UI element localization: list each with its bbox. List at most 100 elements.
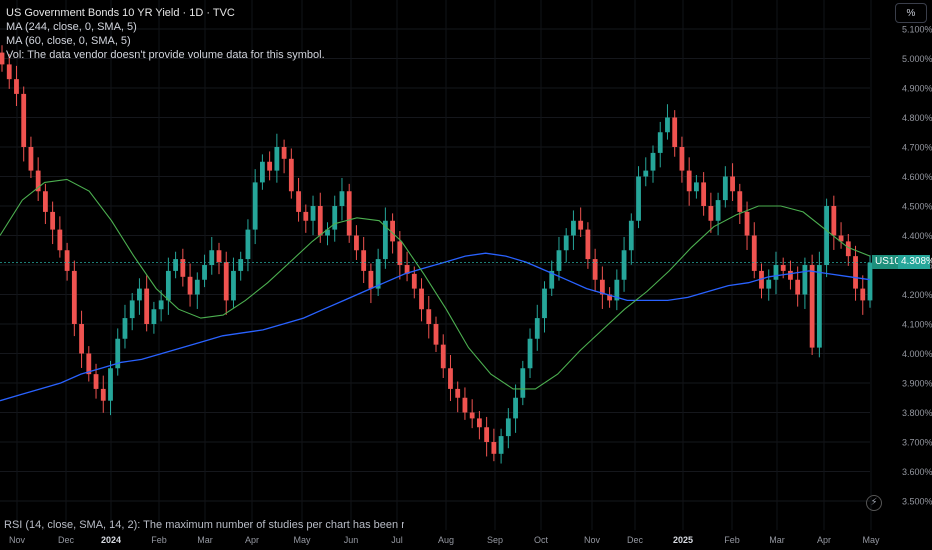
x-tick-label: Jul — [391, 535, 403, 545]
x-tick-label: Mar — [769, 535, 785, 545]
candle-body — [795, 279, 801, 295]
candle-body — [108, 368, 113, 401]
candle-body — [838, 235, 844, 242]
candle-body — [694, 182, 699, 192]
candle-body — [867, 262, 873, 301]
ma-60-line — [0, 178, 871, 390]
candle-body — [433, 324, 439, 345]
candle-body — [354, 235, 359, 251]
x-tick-label: Sep — [487, 535, 503, 545]
ma-60-legend[interactable]: MA (60, close, 0, SMA, 5) — [6, 35, 131, 47]
candle-body — [744, 211, 750, 236]
candle-body — [643, 170, 649, 177]
candle-body — [556, 250, 562, 271]
candle-body — [788, 270, 793, 280]
candle-body — [853, 256, 858, 289]
candle-body — [129, 300, 135, 319]
symbol-title[interactable]: US Government Bonds 10 YR Yield · 1D · T… — [6, 7, 235, 19]
candle-body — [6, 64, 12, 80]
x-tick-label: Nov — [584, 535, 601, 545]
candle-body — [64, 250, 70, 271]
candle-body — [79, 324, 84, 354]
candle-body — [780, 265, 786, 271]
ma-244-line — [0, 252, 871, 402]
candle-body — [57, 229, 63, 251]
candle-body — [137, 288, 142, 301]
candle-body — [411, 273, 417, 289]
candle-body — [71, 270, 77, 324]
y-tick-label: 3.500% — [902, 497, 932, 507]
percent-scale-button[interactable]: % — [895, 3, 927, 23]
candle-body — [455, 388, 461, 398]
candle-body — [759, 270, 764, 289]
x-tick-label: Mar — [197, 535, 213, 545]
candle-body — [505, 418, 511, 437]
candle-body — [448, 368, 453, 389]
candle-body — [288, 158, 294, 192]
candle-body — [43, 191, 48, 212]
candle-body — [281, 147, 287, 159]
candle-body — [397, 241, 403, 265]
candle-body — [491, 442, 497, 454]
candle-body — [477, 418, 482, 428]
volume-legend: Vol: The data vendor doesn't provide vol… — [6, 49, 325, 61]
candle-body — [93, 374, 99, 389]
candle-body — [520, 368, 526, 398]
candle-body — [296, 191, 301, 212]
candle-body — [375, 259, 381, 289]
y-tick-label: 4.900% — [902, 84, 932, 94]
y-tick-label: 4.100% — [902, 320, 932, 330]
x-tick-label: Feb — [724, 535, 740, 545]
candle-body — [28, 147, 34, 171]
candle-body — [0, 52, 5, 65]
candle-body — [657, 132, 663, 153]
candle-body — [361, 250, 367, 271]
candle-body — [426, 309, 432, 324]
candle-body — [621, 250, 627, 280]
candle-body — [527, 338, 533, 369]
candle-body — [21, 93, 27, 147]
y-tick-label: 5.000% — [902, 54, 932, 64]
candle-body — [404, 265, 410, 274]
rsi-notice: RSI (14, close, SMA, 14, 2): The maximum… — [4, 519, 404, 531]
y-tick-label: 3.800% — [902, 408, 932, 418]
candle-body — [701, 182, 707, 206]
candle-body — [180, 259, 186, 277]
candle-body — [194, 279, 200, 295]
x-tick-label: Jun — [344, 535, 359, 545]
candle-body — [534, 318, 540, 339]
candle-body — [158, 300, 164, 310]
ma-244-legend[interactable]: MA (244, close, 0, SMA, 5) — [6, 21, 137, 33]
candle-body — [484, 427, 490, 442]
candle-body — [14, 79, 19, 94]
lightning-icon[interactable]: ⚡ — [866, 495, 882, 511]
candle-body — [100, 388, 106, 401]
candle-body — [607, 294, 612, 301]
candle-body — [216, 250, 222, 263]
candle-body — [86, 353, 92, 375]
y-tick-label: 3.600% — [902, 467, 932, 477]
candle-body — [339, 191, 345, 206]
candle-body — [751, 235, 757, 271]
candle-body — [708, 206, 714, 221]
candle-body — [665, 117, 670, 133]
candle-body — [274, 147, 280, 171]
candle-body — [686, 170, 692, 192]
x-tick-label: 2025 — [673, 535, 693, 545]
x-tick-label: Dec — [627, 535, 644, 545]
chart-legend: US Government Bonds 10 YR Yield · 1D · T… — [6, 6, 325, 62]
candle-body — [860, 288, 866, 301]
x-tick-label: May — [862, 535, 880, 545]
candle-body — [202, 265, 207, 280]
candle-body — [382, 220, 388, 260]
candle-body — [614, 279, 620, 301]
candle-body — [766, 279, 772, 289]
candle-body — [187, 276, 193, 295]
time-axis[interactable]: Nov Dec 2024 Feb Mar Apr May Jun Jul Aug Sep Oct Nov… — [9, 535, 880, 545]
x-tick-label: Apr — [817, 535, 831, 545]
candle-body — [636, 176, 641, 221]
candle-body — [563, 235, 569, 251]
candle-body — [498, 436, 504, 454]
candle-body — [816, 265, 822, 348]
